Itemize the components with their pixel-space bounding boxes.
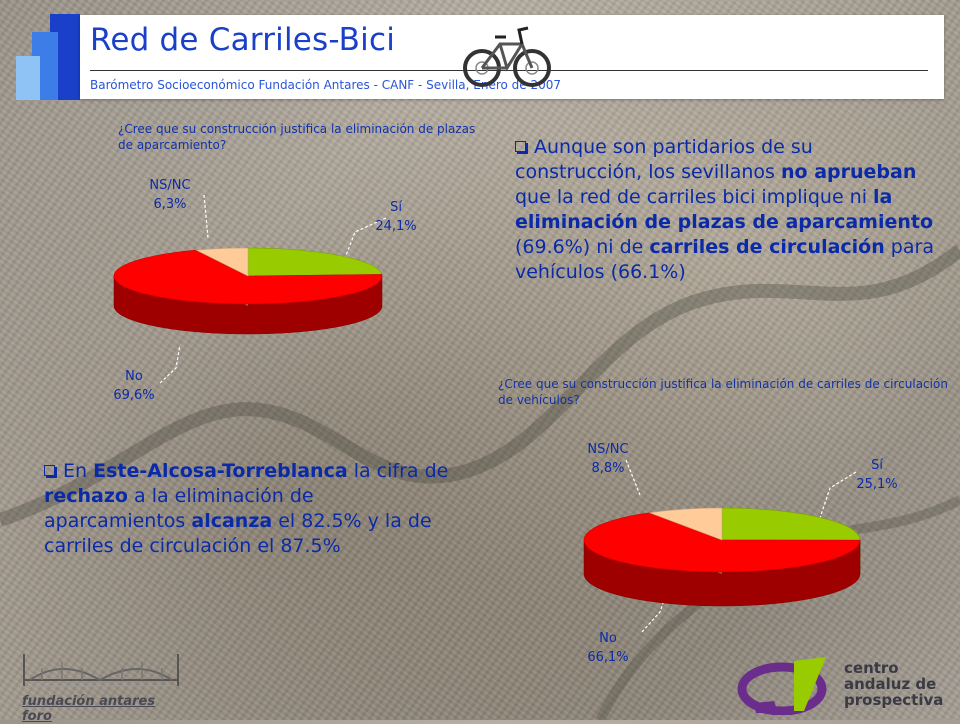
chart2-si-value: 25,1% xyxy=(856,477,897,492)
bicycle-icon xyxy=(463,26,551,87)
chart2-nsnc-name: NS/NC xyxy=(587,442,628,457)
checkbox-bullet-icon xyxy=(44,465,55,476)
chart2-slice-nsnc xyxy=(649,507,723,541)
centro-line-1: centro xyxy=(844,659,899,677)
title-divider xyxy=(90,70,928,71)
b1-bold-2: la eliminación de plazas de aparcamiento xyxy=(515,186,934,233)
chart2-no-value: 66,1% xyxy=(587,650,628,665)
chart1-si-name: Sí xyxy=(390,200,402,215)
centro-line-2: andaluz de xyxy=(844,675,937,693)
chart1-slice-nsnc xyxy=(195,247,249,277)
chart2-no-leader xyxy=(641,599,665,633)
page-subtitle: Barómetro Socioeconómico Fundación Antar… xyxy=(90,78,561,92)
chart2-slice-no xyxy=(583,512,861,573)
chart2-slices xyxy=(583,507,861,607)
b1-bold-3: carriles de circulación xyxy=(649,236,885,258)
b2-text-3: a la eliminación de aparcamientos xyxy=(44,485,314,532)
brand-blocks-logo xyxy=(16,14,80,100)
centro-andaluz-logo: centro andaluz de prospectiva xyxy=(734,657,944,716)
chart1-nsnc-leader xyxy=(203,194,209,239)
b2-text-4: el 82.5% y la de carriles de circulación… xyxy=(44,510,432,557)
chart1-slice-s xyxy=(247,247,383,277)
chart1-slice-no xyxy=(113,249,383,305)
chart2-no-name: No xyxy=(599,631,617,646)
header-panel xyxy=(80,15,944,99)
bullet-summary-2: En Este-Alcosa-Torreblanca la cifra de r… xyxy=(44,459,460,559)
page-title: Red de Carriles-Bici xyxy=(90,22,396,58)
chart2-nsnc-value: 8,8% xyxy=(591,461,624,476)
chart2-nsnc-leader xyxy=(625,459,641,496)
chart1-si-value: 24,1% xyxy=(375,219,416,234)
b2-text-2: la cifra de xyxy=(347,460,449,482)
chart1-nsnc-name: NS/NC xyxy=(149,178,190,193)
chart1-no-name: No xyxy=(125,369,143,384)
b1-text-3: (69.6%) ni de xyxy=(515,236,650,258)
b2-bold-2: rechazo xyxy=(44,485,128,507)
centro-emblem-icon xyxy=(737,657,827,716)
b1-text-2: que la red de carriles bici implique ni xyxy=(515,186,874,208)
bridge-icon xyxy=(23,654,179,687)
chart1-si-leader xyxy=(344,217,387,259)
chart1-no-leader xyxy=(159,344,181,384)
chart2-si-leader xyxy=(819,471,857,519)
b2-bold-3: alcanza xyxy=(191,510,273,532)
chart1-no-value: 69,6% xyxy=(113,388,154,403)
bullet-summary-1: Aunque son partidarios de su construcció… xyxy=(515,135,935,285)
b1-bold-1: no aprueban xyxy=(781,161,917,183)
b2-text-1: En xyxy=(63,460,94,482)
checkbox-bullet-icon xyxy=(515,141,526,152)
b1-text-4: para vehículos (66.1%) xyxy=(515,236,934,283)
centro-line-3: prospectiva xyxy=(844,691,944,709)
chart2-slice-s xyxy=(721,507,861,541)
b2-bold-1: Este-Alcosa-Torreblanca xyxy=(93,460,348,482)
chart2-question: ¿Cree que su construcción justifica la e… xyxy=(498,377,948,407)
b1-text-1: Aunque son partidarios de su construcció… xyxy=(515,136,813,183)
chart1-nsnc-value: 6,3% xyxy=(153,197,186,212)
chart2-si-name: Sí xyxy=(871,458,883,473)
chart1-question: ¿Cree que su construcción justifica la e… xyxy=(118,122,476,152)
chart1-slices xyxy=(113,247,383,335)
foundation-logo: fundación antares foro xyxy=(22,650,182,724)
